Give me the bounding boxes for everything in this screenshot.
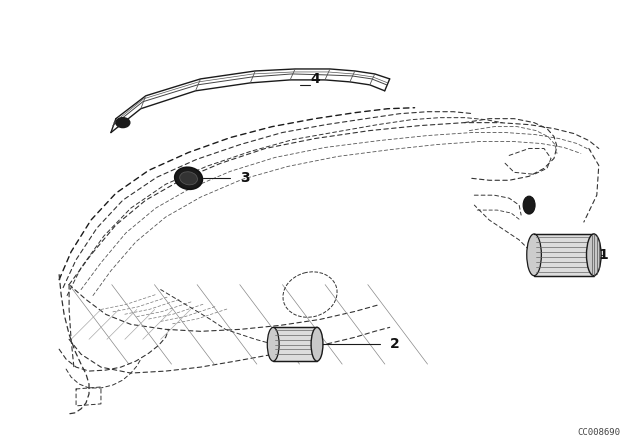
Text: CC008690: CC008690 [578,428,621,437]
Ellipse shape [268,327,279,361]
Ellipse shape [180,172,198,185]
Ellipse shape [523,196,535,214]
Text: 4: 4 [310,72,320,86]
Text: 3: 3 [241,171,250,185]
Bar [273,327,317,361]
Text: 2: 2 [390,337,399,351]
Ellipse shape [175,167,202,190]
Ellipse shape [311,327,323,361]
Ellipse shape [527,234,541,276]
Text: 1: 1 [599,248,609,262]
Ellipse shape [116,118,130,128]
FancyBboxPatch shape [534,234,594,276]
Ellipse shape [586,234,601,276]
